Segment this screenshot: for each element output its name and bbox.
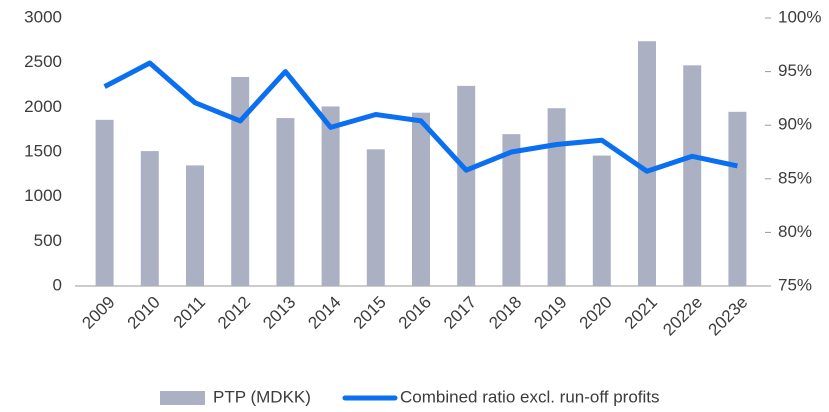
y-tick-label: 3000 <box>24 7 62 26</box>
bar <box>231 76 250 287</box>
y-tick-label: 2500 <box>24 52 62 71</box>
y-tick-label: 2000 <box>24 97 62 116</box>
bar <box>728 111 747 286</box>
x-tick-label: 2021 <box>621 293 661 333</box>
line <box>103 60 738 174</box>
y2-tick-label: 75% <box>778 275 812 294</box>
bar <box>366 149 385 286</box>
y-tick-label: 500 <box>34 231 62 250</box>
bar <box>321 106 340 286</box>
y-tick-label: 1000 <box>24 186 62 205</box>
x-tick-label: 2019 <box>530 293 570 333</box>
bar <box>457 85 476 286</box>
legend-swatch <box>160 391 205 405</box>
x-tick-label: 2023e <box>705 293 752 340</box>
x-tick-label: 2012 <box>214 293 254 333</box>
x-tick-label: 2018 <box>485 293 525 333</box>
y-tick-label: 0 <box>53 275 62 294</box>
x-tick-label: 2013 <box>259 293 299 333</box>
x-tick-label: 2020 <box>576 293 616 333</box>
x-tick-label: 2015 <box>350 293 390 333</box>
x-tick-label: 2017 <box>440 293 480 333</box>
bar <box>502 134 521 286</box>
y2-tick-label: 95% <box>778 61 812 80</box>
x-tick-label: 2014 <box>304 293 344 333</box>
y2-tick-label: 85% <box>778 168 812 187</box>
y-tick-label: 1500 <box>24 141 62 160</box>
bar <box>412 112 430 287</box>
bar <box>638 41 656 286</box>
y2-tick-label: 80% <box>778 222 812 241</box>
bar <box>140 151 159 286</box>
y2-tick-label: 90% <box>778 115 812 134</box>
bar <box>592 155 611 286</box>
bar <box>186 165 204 286</box>
bar <box>95 119 114 286</box>
x-tick-label: 2010 <box>124 293 164 333</box>
bar <box>276 118 295 286</box>
legend-label: Combined ratio excl. run-off profits <box>400 387 660 406</box>
y2-tick-label: 100% <box>778 7 821 26</box>
bar <box>683 65 702 286</box>
legend-label: PTP (MDKK) <box>213 387 311 406</box>
x-tick-label: 2022e <box>659 293 706 340</box>
bar <box>547 108 566 286</box>
x-tick-label: 2016 <box>395 293 435 333</box>
x-tick-label: 2011 <box>170 293 209 332</box>
x-tick-label: 2009 <box>78 293 118 333</box>
